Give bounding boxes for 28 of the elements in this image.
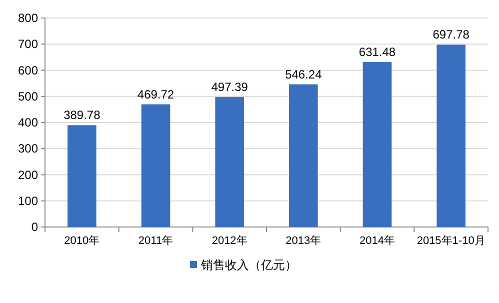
x-tick-label: 2010年 <box>64 235 100 247</box>
y-tick-label: 100 <box>18 194 38 208</box>
y-tick-label: 300 <box>18 142 38 156</box>
data-label: 546.24 <box>285 67 322 82</box>
data-label: 697.78 <box>432 28 470 42</box>
bar <box>68 125 96 227</box>
x-tick-label: 2011年 <box>138 235 174 247</box>
y-tick-label: 200 <box>18 168 38 182</box>
legend-label: 销售收入（亿元） <box>200 258 297 272</box>
data-label: 469.72 <box>137 87 174 102</box>
bar <box>436 44 466 227</box>
y-tick-label: 800 <box>18 11 38 25</box>
y-tick-label: 400 <box>18 116 38 130</box>
data-label: 389.78 <box>64 108 101 122</box>
y-tick-label: 700 <box>18 37 38 52</box>
x-tick-label: 2013年 <box>286 235 322 247</box>
bar <box>215 97 244 227</box>
y-tick-label: 600 <box>18 63 38 78</box>
x-tick-label: 2014年 <box>360 235 395 247</box>
bar <box>289 84 318 227</box>
y-tick-label: 500 <box>18 89 38 104</box>
bar <box>141 104 170 227</box>
x-tick-label: 2012年 <box>212 235 248 247</box>
y-tick-label: 0 <box>31 220 38 234</box>
bar <box>362 62 392 227</box>
data-label: 631.48 <box>358 45 396 60</box>
x-tick-label: 2015年1-10月 <box>416 235 486 247</box>
data-label: 497.39 <box>211 80 248 94</box>
